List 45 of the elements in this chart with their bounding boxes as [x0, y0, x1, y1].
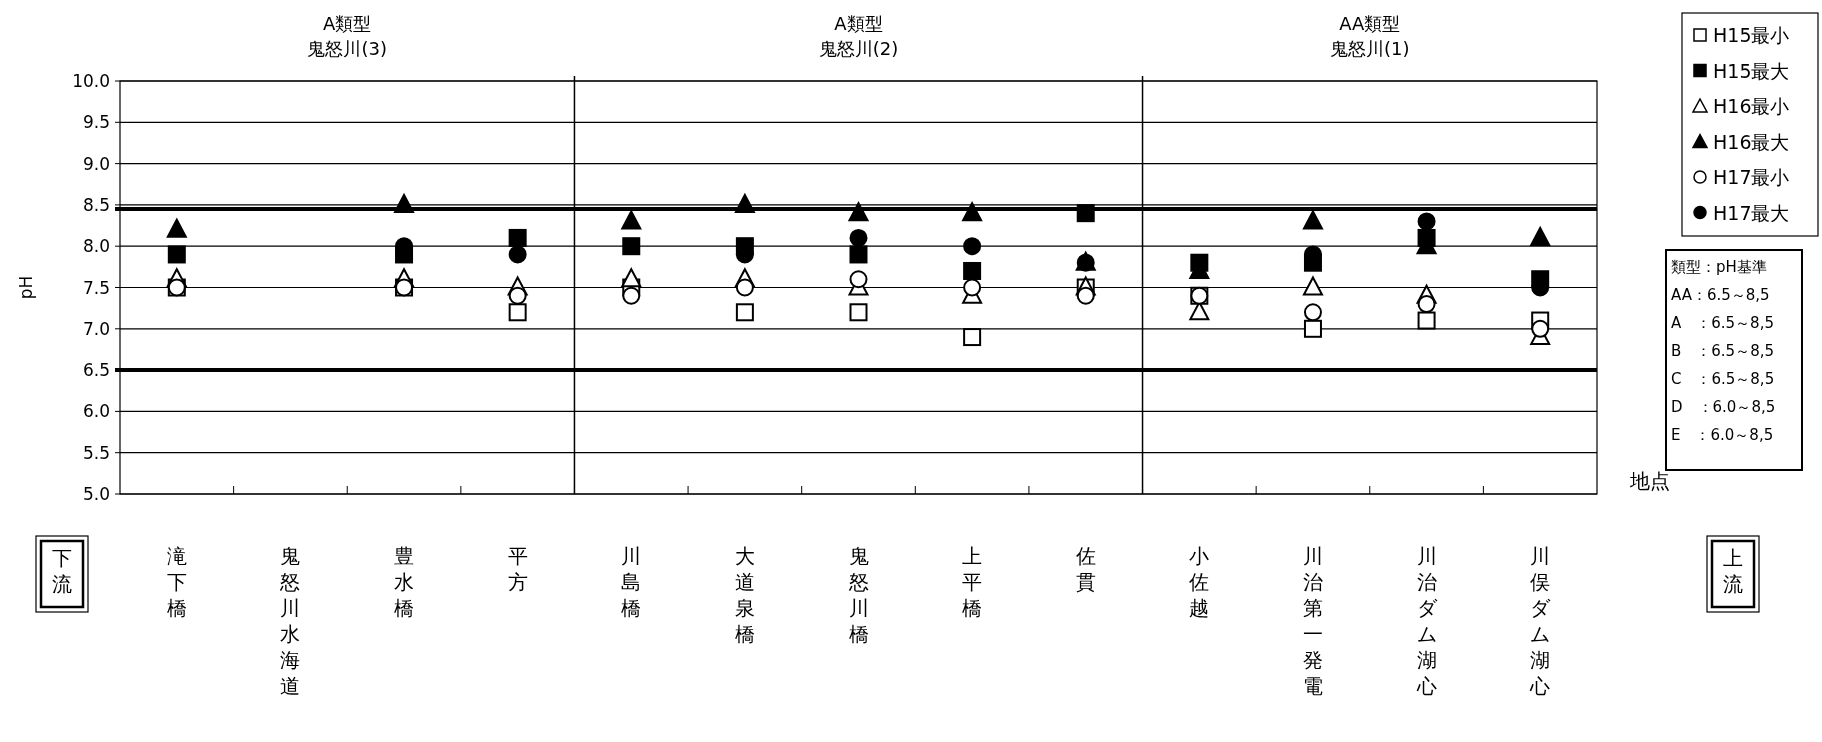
x-tick-label: 滝下橋: [166, 544, 187, 620]
y-tick-label: 9.5: [82, 112, 110, 133]
y-tick-label: 9.0: [82, 153, 110, 174]
y-tick-label: 8.0: [82, 236, 110, 257]
y-tick-label: 10.0: [72, 71, 110, 91]
x-tick-label: 鬼怒川水海道: [279, 544, 301, 698]
x-tick-label: 川島橋: [621, 544, 642, 620]
text: 鬼怒川(2): [818, 38, 899, 59]
x-tick-label: 佐貫: [1075, 544, 1096, 594]
y-axis-title: pH: [16, 275, 36, 300]
x-tick-label: 上平橋: [962, 544, 983, 620]
y-tick-label: 5.5: [82, 442, 110, 463]
legend-label: H15最大: [1713, 59, 1790, 82]
text: B ：6.5～8,5: [1671, 342, 1775, 360]
text: A類型: [834, 13, 883, 34]
y-tick-label: 5.0: [82, 484, 110, 504]
text: 類型：pH基準: [1671, 258, 1767, 276]
y-tick-label: 7.0: [82, 318, 110, 339]
x-tick-label: 川治ダム湖心: [1415, 544, 1438, 698]
text: C ：6.5～8,5: [1671, 370, 1775, 388]
legend-label: H15最小: [1713, 24, 1790, 46]
y-tick-label: 8.5: [82, 194, 110, 215]
x-tick-label: 川治第一発電: [1302, 544, 1323, 698]
x-tick-label: 平方: [507, 544, 528, 594]
text: A ：6.5～8,5: [1671, 314, 1774, 332]
text: AA類型: [1339, 13, 1401, 34]
y-tick-label: 6.0: [82, 401, 110, 422]
text: 鬼怒川(1): [1330, 38, 1410, 59]
text: AA：6.5～8,5: [1671, 286, 1770, 304]
text: E ：6.0～8,5: [1671, 426, 1774, 444]
x-axis-title: 地点: [1629, 469, 1670, 493]
y-tick-label: 7.5: [82, 277, 110, 298]
legend-label: H16最大: [1713, 130, 1790, 153]
text: D ：6.0～8,5: [1671, 398, 1776, 416]
x-tick-label: 大道泉橋: [734, 544, 755, 646]
x-tick-label: 鬼怒川橋: [847, 544, 869, 646]
text: 鬼怒川(3): [307, 38, 387, 59]
legend-label: H17最小: [1713, 166, 1790, 188]
legend-label: H17最大: [1713, 201, 1790, 224]
x-tick-label: 小佐越: [1189, 544, 1210, 620]
x-tick-label: 川俣ダム湖心: [1529, 544, 1552, 698]
y-tick-label: 6.5: [82, 360, 110, 381]
legend-label: H16最小: [1713, 95, 1790, 117]
text: A類型: [323, 13, 372, 34]
x-tick-label: 豊水橋: [394, 544, 415, 620]
